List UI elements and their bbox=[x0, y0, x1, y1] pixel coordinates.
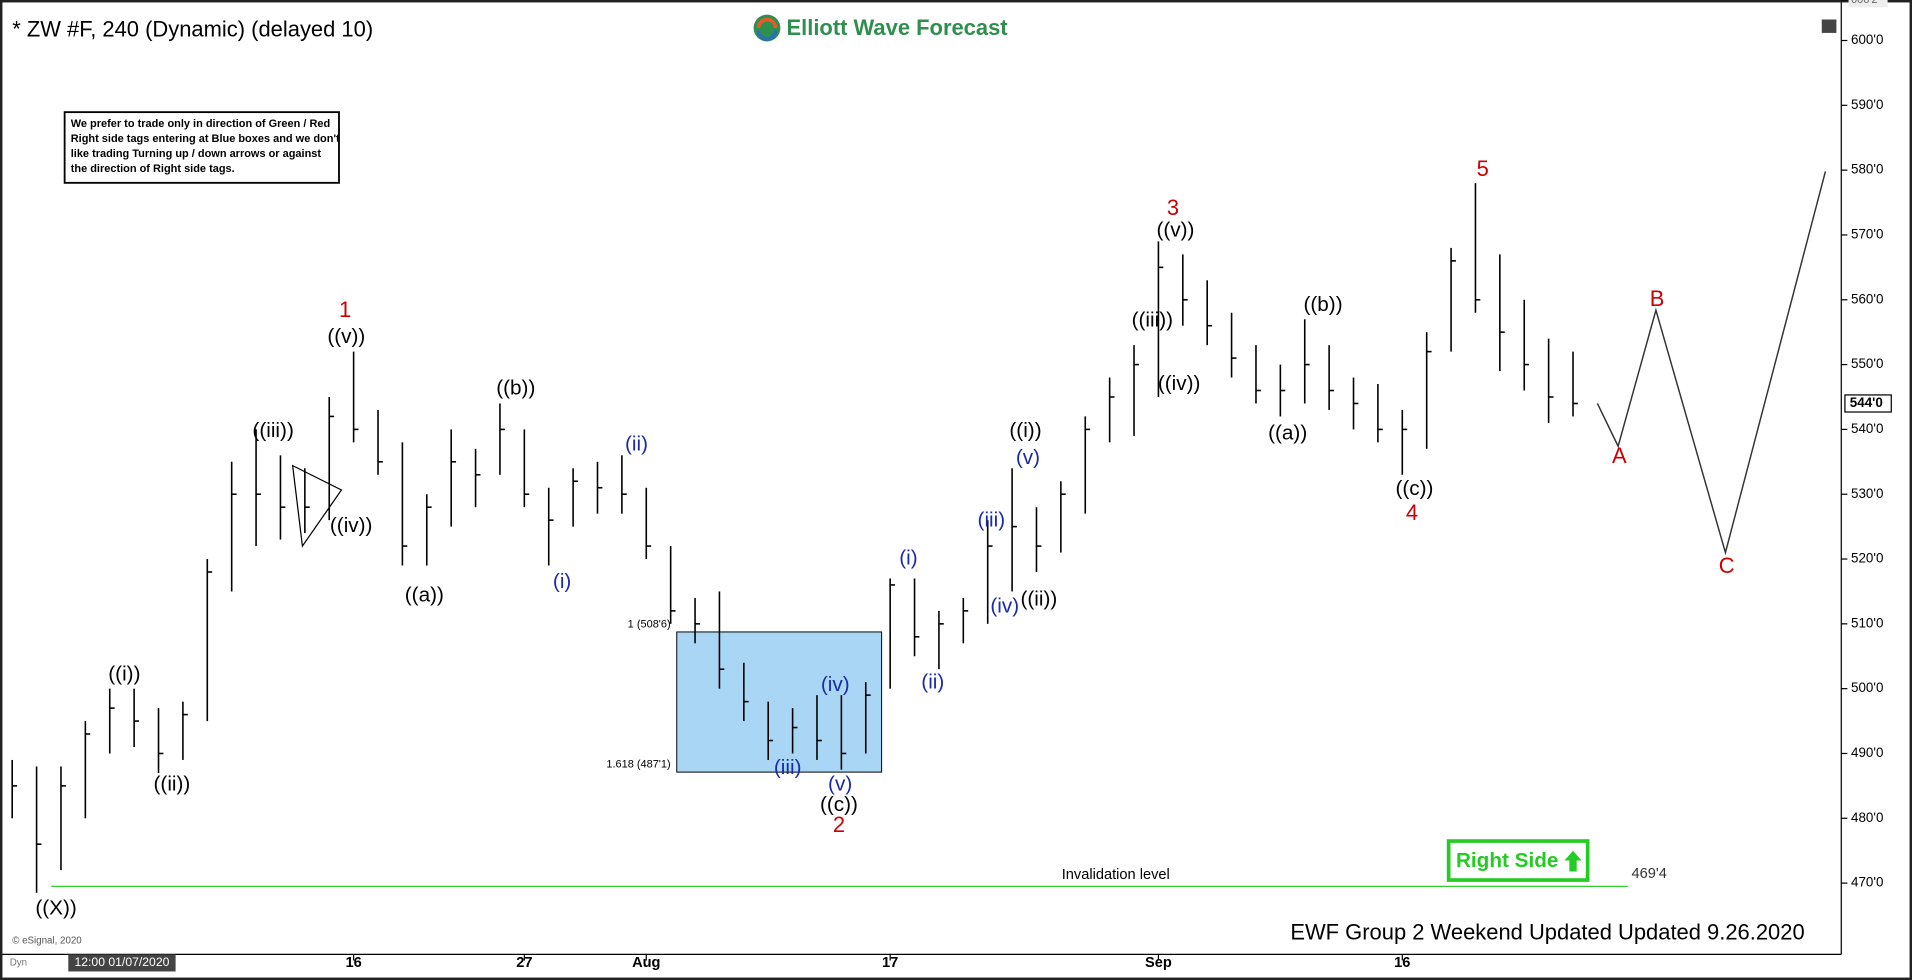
window-icon bbox=[1821, 19, 1837, 33]
zone-label: 1 (508'6) bbox=[628, 619, 671, 631]
y-tick-label: 560'0 bbox=[1851, 291, 1883, 306]
y-tick-label: 590'0 bbox=[1851, 97, 1883, 112]
wave-label: ((i)) bbox=[1009, 419, 1041, 442]
y-tick-label: 530'0 bbox=[1851, 486, 1883, 501]
invalidation-text: Invalidation level bbox=[1062, 867, 1170, 883]
y-tick-label: 510'0 bbox=[1851, 615, 1883, 630]
projection-path bbox=[1596, 171, 1827, 556]
wave-label: ((b)) bbox=[496, 377, 535, 400]
wave-label: (ii) bbox=[921, 670, 944, 693]
y-tick-label: 520'0 bbox=[1851, 551, 1883, 566]
x-tick-label: Aug bbox=[632, 955, 660, 971]
y-top-label-box bbox=[1848, 0, 1888, 8]
x-tick-label: 17 bbox=[882, 955, 898, 971]
wave-label: ((v)) bbox=[1157, 219, 1195, 242]
wave-label: ((iv)) bbox=[1158, 372, 1201, 395]
wave-label: ((a)) bbox=[405, 583, 444, 606]
logo-text: Elliott Wave Forecast bbox=[787, 15, 1009, 40]
note-line: the direction of Right side tags. bbox=[71, 163, 235, 175]
wave-label: 3 bbox=[1167, 195, 1179, 220]
y-tick-label: 540'0 bbox=[1851, 421, 1883, 436]
note-box bbox=[63, 111, 340, 184]
wave-label: ((X)) bbox=[35, 897, 76, 920]
footer: EWF Group 2 Weekend Updated Updated 9.26… bbox=[1290, 919, 1804, 944]
note-line: Right side tags entering at Blue boxes a… bbox=[71, 133, 340, 145]
logo: Elliott Wave Forecast bbox=[753, 14, 1009, 42]
wave-label: 2 bbox=[833, 812, 845, 837]
wave-label: (iv) bbox=[821, 673, 850, 696]
wave-label: ((ii)) bbox=[154, 773, 191, 796]
wave-label: ((ii)) bbox=[1021, 587, 1058, 610]
note: We prefer to trade only in direction of … bbox=[71, 118, 340, 175]
wave-label: (iii) bbox=[978, 508, 1006, 531]
y-tick-label: 600'0 bbox=[1851, 32, 1883, 47]
wave-label: B bbox=[1650, 286, 1665, 311]
right-side-text: Right Side bbox=[1456, 849, 1558, 872]
last-price-label: 544'0 bbox=[1850, 395, 1883, 410]
wave-label: 1 bbox=[339, 297, 351, 322]
up-arrow-icon bbox=[1564, 850, 1582, 872]
x-cursor-box bbox=[68, 954, 176, 972]
y-tick-label: 470'0 bbox=[1851, 875, 1883, 890]
y-tick-label: 580'0 bbox=[1851, 162, 1883, 177]
x-tick-label: 27 bbox=[516, 955, 532, 971]
note-line: We prefer to trade only in direction of … bbox=[71, 118, 330, 130]
y-tick-label: 500'0 bbox=[1851, 680, 1883, 695]
wave-label: (iii) bbox=[774, 756, 802, 779]
last-price-box bbox=[1844, 394, 1892, 413]
wave-label: ((i)) bbox=[108, 663, 140, 686]
invalidation-value: 469'4 bbox=[1632, 866, 1667, 882]
wave-label: (ii) bbox=[625, 432, 648, 455]
x-cursor-label: 12:00 01/07/2020 bbox=[74, 955, 169, 969]
wave-label: ((iv)) bbox=[330, 514, 373, 537]
wave-label: C bbox=[1719, 553, 1735, 578]
logo-icon-arc bbox=[756, 17, 778, 29]
y-tick-label: 480'0 bbox=[1851, 810, 1883, 825]
zone-label: 1.618 (487'1) bbox=[606, 759, 670, 771]
wave-label: ((a)) bbox=[1268, 421, 1307, 444]
wave-label: 5 bbox=[1477, 156, 1489, 181]
y-tick-label: 606'2 bbox=[1851, 0, 1878, 6]
y-tick-label: 570'0 bbox=[1851, 227, 1883, 242]
wave-label: (v) bbox=[1016, 446, 1040, 469]
y-tick-label: 490'0 bbox=[1851, 745, 1883, 760]
wave-label: ((v)) bbox=[327, 325, 365, 348]
corner-label: Dyn bbox=[10, 958, 27, 969]
wave-label: ((iii)) bbox=[252, 419, 293, 442]
wave-label: (i) bbox=[899, 547, 917, 570]
wave-label: (iv) bbox=[990, 594, 1019, 617]
wave-label: ((c)) bbox=[820, 793, 858, 816]
x-tick-label: 16 bbox=[345, 955, 361, 971]
x-tick-label: Sep bbox=[1145, 955, 1172, 971]
wave-label: (v) bbox=[828, 773, 852, 796]
note-line: like trading Turning up / down arrows or… bbox=[71, 148, 322, 160]
wave-label: ((c)) bbox=[1396, 477, 1434, 500]
target-zone bbox=[676, 631, 883, 773]
wave-label: ((b)) bbox=[1303, 293, 1342, 316]
triangle-pattern bbox=[291, 464, 343, 548]
y-tick-label: 550'0 bbox=[1851, 356, 1883, 371]
x-tick-label: 16 bbox=[1394, 955, 1410, 971]
wave-label: (i) bbox=[553, 570, 571, 593]
wave-label: A bbox=[1612, 443, 1627, 468]
chart-title: * ZW #F, 240 (Dynamic) (delayed 10) bbox=[12, 16, 373, 41]
wave-label: 4 bbox=[1406, 500, 1418, 525]
copyright: © eSignal, 2020 bbox=[12, 936, 82, 947]
wave-label: ((iii)) bbox=[1132, 309, 1173, 332]
logo-icon-arc bbox=[756, 30, 778, 41]
